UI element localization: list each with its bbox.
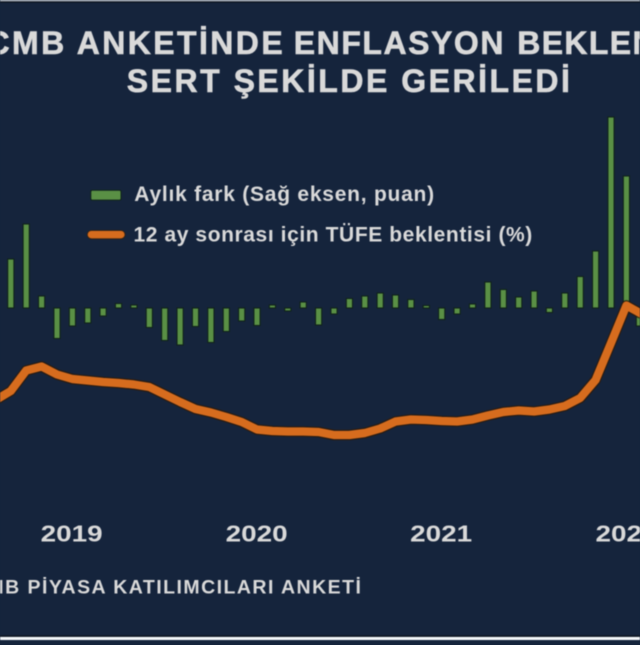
svg-text:12 ay sonrası için TÜFE beklen: 12 ay sonrası için TÜFE beklentisi (%) xyxy=(134,224,533,247)
svg-text:BEKLENTİLERİ: BEKLENTİLERİ xyxy=(517,25,640,61)
svg-text:MB PİYASA KATILIMCILARI ANKETİ: MB PİYASA KATILIMCILARI ANKETİ xyxy=(0,576,362,599)
svg-text:2022: 2022 xyxy=(596,521,640,547)
svg-text:2021: 2021 xyxy=(410,521,472,547)
svg-text:ENFLASYON: ENFLASYON xyxy=(294,25,505,61)
svg-text:Aylık fark (Sağ eksen, puan): Aylık fark (Sağ eksen, puan) xyxy=(134,183,435,206)
svg-text:SERT ŞEKİLDE GERİLEDİ: SERT ŞEKİLDE GERİLEDİ xyxy=(127,63,573,99)
svg-text:2020: 2020 xyxy=(226,521,288,547)
svg-text:CMB ANKETİNDE: CMB ANKETİNDE xyxy=(0,25,285,61)
svg-text:2019: 2019 xyxy=(41,521,103,547)
